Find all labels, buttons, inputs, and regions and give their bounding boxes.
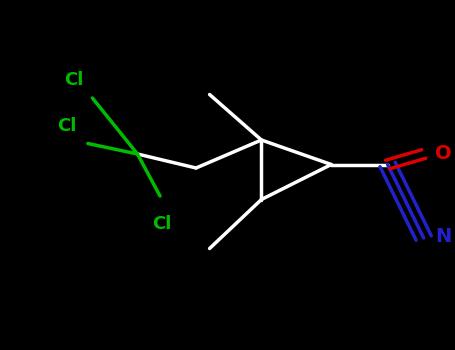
Text: Cl: Cl — [64, 71, 83, 89]
Text: O: O — [435, 145, 451, 163]
Text: N: N — [435, 227, 451, 246]
Text: Cl: Cl — [57, 117, 76, 135]
Text: Cl: Cl — [152, 215, 172, 233]
